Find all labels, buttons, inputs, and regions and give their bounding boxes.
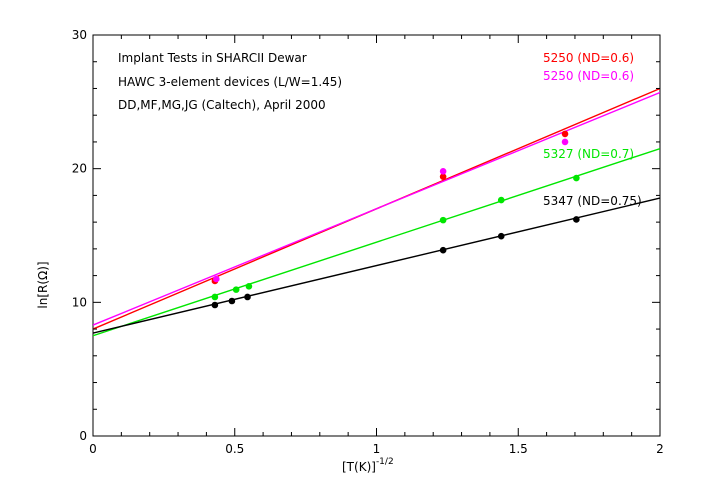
data-point-series-0: [561, 130, 569, 138]
fit-lines: [93, 87, 660, 337]
y-tick-label: 0: [79, 429, 87, 443]
fit-line-series-1: [93, 91, 660, 326]
annotation-block: Implant Tests in SHARCII Dewar HAWC 3-el…: [118, 51, 342, 112]
fit-line-series-2: [93, 147, 660, 337]
plot-frame: [92, 34, 661, 437]
y-tick-label: 10: [72, 295, 87, 309]
y-axis-label: ln[R(Ω)]: [36, 261, 50, 308]
series-labels: 5250 (ND=0.6) 5250 (ND=0.6) 5327 (ND=0.7…: [543, 51, 642, 208]
series-label-5347: 5347 (ND=0.75): [543, 194, 642, 208]
data-point-series-2: [245, 282, 253, 290]
series-label-5250-red: 5250 (ND=0.6): [543, 51, 634, 65]
plot-border: [92, 34, 661, 437]
annotation-line: HAWC 3-element devices (L/W=1.45): [118, 75, 342, 89]
data-point-series-2: [497, 196, 505, 204]
x-axis-label-exponent: -1/2: [376, 457, 394, 467]
x-tick-label: 2: [656, 442, 664, 456]
data-point-series-3: [228, 297, 236, 305]
y-tick-label: 30: [72, 28, 87, 42]
annotation-line: Implant Tests in SHARCII Dewar: [118, 51, 307, 65]
x-axis-label: [T(K)]-1/2: [342, 457, 394, 474]
data-point-series-1: [561, 138, 569, 146]
x-tick-label: 0.5: [225, 442, 244, 456]
fit-line-series-3: [93, 197, 660, 334]
data-point-series-2: [573, 174, 580, 182]
series-label-5250-magenta: 5250 (ND=0.6): [543, 69, 634, 83]
data-point-series-2: [232, 286, 240, 293]
series-label-5327: 5327 (ND=0.7): [543, 147, 634, 161]
data-point-series-0: [439, 173, 447, 180]
data-point-series-3: [211, 301, 219, 309]
x-axis-label-base: [T(K)]: [342, 460, 376, 474]
data-points: [211, 130, 580, 309]
data-point-series-3: [573, 216, 580, 223]
data-point-series-3: [439, 246, 447, 254]
data-point-series-2: [439, 216, 447, 224]
x-tick-label: 1.5: [509, 442, 528, 456]
annotation-line: DD,MF,MG,JG (Caltech), April 2000: [118, 98, 326, 112]
data-point-series-1: [213, 275, 220, 283]
data-point-series-3: [497, 232, 505, 240]
x-tick-label: 0: [89, 442, 97, 456]
data-point-series-2: [211, 293, 219, 301]
y-tick-label: 20: [72, 162, 87, 176]
data-point-series-1: [439, 168, 447, 175]
data-point-series-3: [244, 293, 251, 301]
x-tick-label: 1: [373, 442, 381, 456]
